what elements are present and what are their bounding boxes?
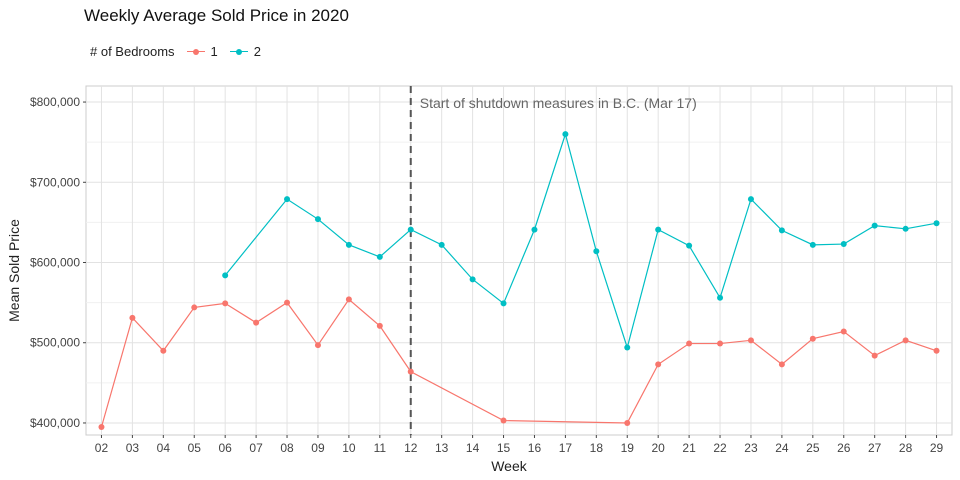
x-tick-label: 23	[744, 441, 758, 455]
y-axis-title: Mean Sold Price	[6, 219, 22, 322]
data-point-1-08	[284, 299, 291, 306]
data-point-1-09	[314, 342, 321, 349]
data-point-1-29	[933, 347, 940, 354]
data-point-1-02	[98, 423, 105, 430]
data-point-1-22	[717, 340, 724, 347]
y-tick-label: $800,000	[30, 95, 80, 109]
data-point-2-14	[469, 276, 476, 283]
y-tick-label: $400,000	[30, 416, 80, 430]
data-point-2-22	[717, 294, 724, 301]
x-tick-label: 09	[311, 441, 325, 455]
data-point-1-19	[624, 419, 631, 426]
x-tick-label: 06	[218, 441, 232, 455]
legend-label-2: 2	[253, 44, 262, 59]
x-tick-label: 14	[466, 441, 480, 455]
x-tick-label: 15	[497, 441, 511, 455]
legend-key-1	[186, 47, 205, 57]
x-tick-label: 24	[775, 441, 789, 455]
data-point-2-20	[655, 226, 662, 233]
data-point-2-10	[345, 241, 352, 248]
plot-panel	[85, 85, 953, 436]
x-tick-label: 08	[280, 441, 294, 455]
data-point-2-13	[438, 241, 445, 248]
data-point-2-09	[314, 216, 321, 223]
x-tick-label: 27	[868, 441, 882, 455]
x-tick-label: 29	[930, 441, 944, 455]
chart-legend: # of Bedrooms 1 2	[90, 44, 261, 59]
data-point-2-28	[902, 225, 909, 232]
data-point-2-08	[284, 196, 291, 203]
x-axis-title: Week	[491, 458, 528, 474]
data-point-1-20	[655, 361, 662, 368]
data-point-1-03	[129, 314, 136, 321]
data-point-2-26	[840, 241, 847, 248]
x-tick-label: 13	[435, 441, 449, 455]
y-tick-label: $500,000	[30, 336, 80, 350]
data-point-1-21	[686, 340, 693, 347]
legend-item-1: 1	[186, 44, 218, 59]
legend-key-2	[229, 47, 248, 57]
x-tick-label: 16	[528, 441, 542, 455]
data-point-1-06	[222, 300, 229, 307]
x-tick-label: 03	[126, 441, 140, 455]
x-tick-label: 26	[837, 441, 851, 455]
data-point-2-19	[624, 344, 631, 351]
data-point-2-25	[809, 241, 816, 248]
legend-title: # of Bedrooms	[90, 44, 175, 59]
x-tick-label: 10	[342, 441, 356, 455]
data-point-2-27	[871, 222, 878, 229]
chart-title: Weekly Average Sold Price in 2020	[84, 6, 349, 25]
data-point-2-12	[407, 226, 414, 233]
data-point-2-06	[222, 272, 229, 279]
data-point-2-21	[686, 242, 693, 249]
data-point-1-15	[500, 417, 507, 424]
data-point-2-18	[593, 248, 600, 255]
data-point-1-28	[902, 337, 909, 344]
y-tick-label: $700,000	[30, 175, 80, 189]
data-point-1-10	[345, 296, 352, 303]
data-point-2-29	[933, 220, 940, 227]
data-point-1-25	[809, 335, 816, 342]
data-point-1-05	[191, 304, 198, 311]
x-tick-label: 11	[374, 441, 387, 455]
data-point-1-12	[407, 368, 414, 375]
data-point-1-07	[253, 319, 260, 326]
data-point-1-04	[160, 347, 167, 354]
x-tick-label: 28	[899, 441, 913, 455]
data-point-2-11	[376, 253, 383, 260]
data-point-1-11	[376, 322, 383, 329]
legend-label-1: 1	[210, 44, 218, 59]
x-tick-label: 17	[559, 441, 573, 455]
data-point-1-26	[840, 328, 847, 335]
data-point-1-24	[778, 361, 785, 368]
x-tick-label: 20	[651, 441, 665, 455]
x-tick-label: 05	[188, 441, 202, 455]
data-point-2-15	[500, 300, 507, 307]
legend-item-2: 2	[229, 44, 262, 59]
data-point-1-27	[871, 352, 878, 359]
annotation-label: Start of shutdown measures in B.C. (Mar …	[420, 95, 697, 111]
y-tick-label: $600,000	[30, 256, 80, 270]
data-point-2-24	[778, 227, 785, 234]
x-tick-label: 12	[404, 441, 418, 455]
data-point-1-23	[747, 337, 754, 344]
x-tick-label: 04	[157, 441, 171, 455]
x-tick-label: 02	[95, 441, 109, 455]
x-tick-label: 21	[682, 441, 696, 455]
data-point-2-16	[531, 226, 538, 233]
x-tick-label: 07	[249, 441, 263, 455]
data-point-2-23	[747, 196, 754, 203]
data-point-2-17	[562, 131, 569, 138]
x-tick-label: 18	[590, 441, 604, 455]
x-tick-label: 22	[713, 441, 727, 455]
x-tick-label: 25	[806, 441, 820, 455]
x-tick-label: 19	[621, 441, 635, 455]
